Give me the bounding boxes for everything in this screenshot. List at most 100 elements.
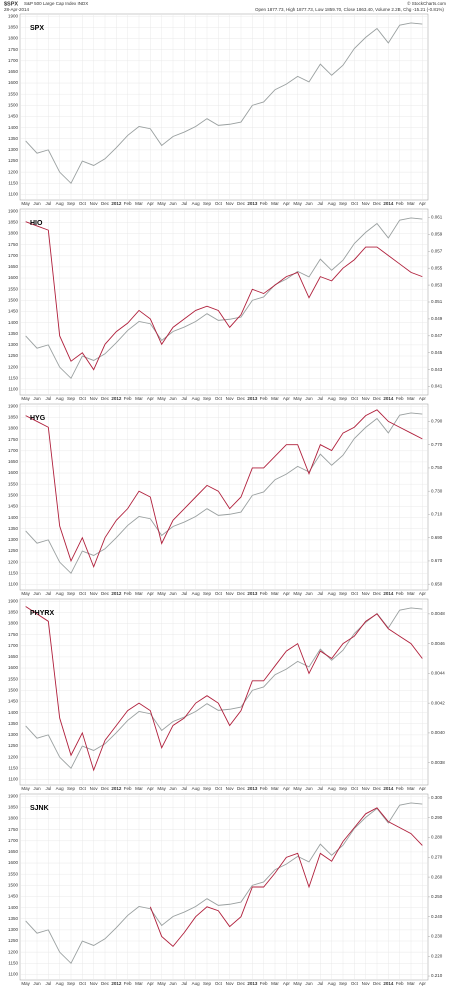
x-tick-label: Jun: [33, 396, 41, 401]
x-tick-label: Sep: [67, 786, 76, 791]
x-tick-label: Apr: [419, 591, 427, 596]
y-tick-label: 1250: [8, 938, 19, 943]
y-tick-label: 1650: [8, 459, 19, 464]
y-tick-label: 1200: [8, 364, 19, 369]
x-tick-label: Dec: [101, 981, 110, 986]
x-tick-label: Jul: [45, 591, 51, 596]
y-tick-label: 1750: [8, 47, 19, 52]
x-tick-label: Jul: [181, 201, 187, 206]
x-tick-label: Sep: [203, 201, 212, 206]
y-tick-label: 1450: [8, 114, 19, 119]
date: 28-Apr-2014: [4, 7, 30, 12]
x-tick-label: Sep: [203, 591, 212, 596]
x-tick-label: Mar: [407, 981, 415, 986]
x-tick-label: Mar: [271, 201, 279, 206]
y-tick-label: 1650: [8, 849, 19, 854]
y-tick-label: 1700: [8, 643, 19, 648]
x-tick-label: Mar: [271, 396, 279, 401]
y-tick-label: 1450: [8, 504, 19, 509]
y-tick-label: 1700: [8, 253, 19, 258]
x-tick-label: Oct: [351, 786, 359, 791]
y-tick-label: 1600: [8, 860, 19, 865]
y-tick-label: 1250: [8, 743, 19, 748]
x-tick-label: 2012: [111, 981, 122, 986]
y-tick-label: 1100: [8, 582, 18, 587]
y-tick-label: 1100: [8, 192, 18, 197]
x-tick-label: Nov: [90, 786, 99, 791]
x-tick-label: Jul: [181, 591, 187, 596]
x-tick-label: Apr: [283, 981, 291, 986]
y-tick-label: 1650: [8, 264, 19, 269]
x-tick-label: Nov: [226, 201, 235, 206]
x-tick-label: Jun: [169, 981, 177, 986]
x-tick-label: Apr: [419, 981, 427, 986]
x-tick-label: Nov: [362, 201, 371, 206]
y-tick-label: 1550: [8, 91, 19, 96]
y-tick-label: 1550: [8, 286, 19, 291]
x-tick-label: Apr: [283, 201, 291, 206]
y-tick-label: 1400: [8, 125, 19, 130]
x-tick-label: Dec: [237, 396, 246, 401]
x-tick-label: Nov: [362, 786, 371, 791]
y-tick-label: 1800: [8, 36, 19, 41]
panel-label: PHYRX: [30, 610, 54, 617]
y-tick-label: 1650: [8, 69, 19, 74]
quote: Open 1877.73, High 1877.73, Low 1859.70,…: [255, 7, 444, 12]
y-tick-label: 1550: [8, 481, 19, 486]
x-tick-label: Jun: [169, 591, 177, 596]
y-tick-label: 1750: [8, 242, 19, 247]
x-tick-label: May: [21, 396, 30, 401]
y-tick-label: 1850: [8, 25, 19, 30]
x-tick-label: 2012: [111, 201, 122, 206]
x-tick-label: Nov: [362, 981, 371, 986]
x-tick-label: Aug: [56, 201, 65, 206]
x-tick-label: Jun: [33, 591, 41, 596]
x-tick-label: May: [293, 591, 302, 596]
series-line: [25, 409, 423, 568]
x-tick-label: Feb: [260, 591, 268, 596]
series-line: [25, 412, 423, 575]
y-tick-label: 1550: [8, 871, 19, 876]
y2-tick-label: 0.061: [431, 215, 443, 220]
x-tick-label: Nov: [90, 591, 99, 596]
y2-tick-label: 0.710: [431, 512, 443, 517]
x-tick-label: Mar: [271, 786, 279, 791]
x-tick-label: Sep: [339, 201, 348, 206]
y2-tick-label: 0.0048: [431, 611, 445, 616]
plot-frame: [19, 793, 429, 981]
x-tick-label: 2014: [383, 396, 394, 401]
y-tick-label: 1350: [8, 331, 19, 336]
x-tick-label: Sep: [67, 981, 76, 986]
y-tick-label: 1150: [8, 960, 18, 965]
x-tick-label: Dec: [373, 201, 382, 206]
y-tick-label: 1500: [8, 688, 19, 693]
x-tick-label: Sep: [67, 591, 76, 596]
x-tick-label: Dec: [237, 591, 246, 596]
x-tick-label: Jun: [169, 396, 177, 401]
x-tick-label: Mar: [271, 981, 279, 986]
y-tick-label: 1350: [8, 526, 19, 531]
x-tick-label: May: [21, 981, 30, 986]
x-tick-label: May: [157, 591, 166, 596]
y-tick-label: 1350: [8, 721, 19, 726]
x-tick-label: Apr: [419, 786, 427, 791]
y-tick-label: 1700: [8, 448, 19, 453]
y-tick-label: 1850: [8, 805, 19, 810]
y-tick-label: 1200: [8, 949, 19, 954]
y-tick-label: 1600: [8, 80, 19, 85]
y-tick-label: 1850: [8, 415, 19, 420]
y2-tick-label: 0.690: [431, 535, 443, 540]
series-line: [25, 221, 423, 371]
x-tick-label: Feb: [124, 981, 132, 986]
plot-frame: [19, 598, 429, 786]
y-tick-label: 1350: [8, 916, 19, 921]
y2-tick-label: 0.790: [431, 419, 443, 424]
x-tick-label: Nov: [226, 786, 235, 791]
y-tick-label: 1150: [8, 375, 18, 380]
x-tick-label: Feb: [396, 591, 404, 596]
x-tick-label: Sep: [67, 396, 76, 401]
x-tick-label: 2014: [383, 591, 394, 596]
y2-tick-label: 0.730: [431, 488, 443, 493]
series-line: [25, 606, 423, 772]
x-tick-label: Jun: [305, 981, 313, 986]
